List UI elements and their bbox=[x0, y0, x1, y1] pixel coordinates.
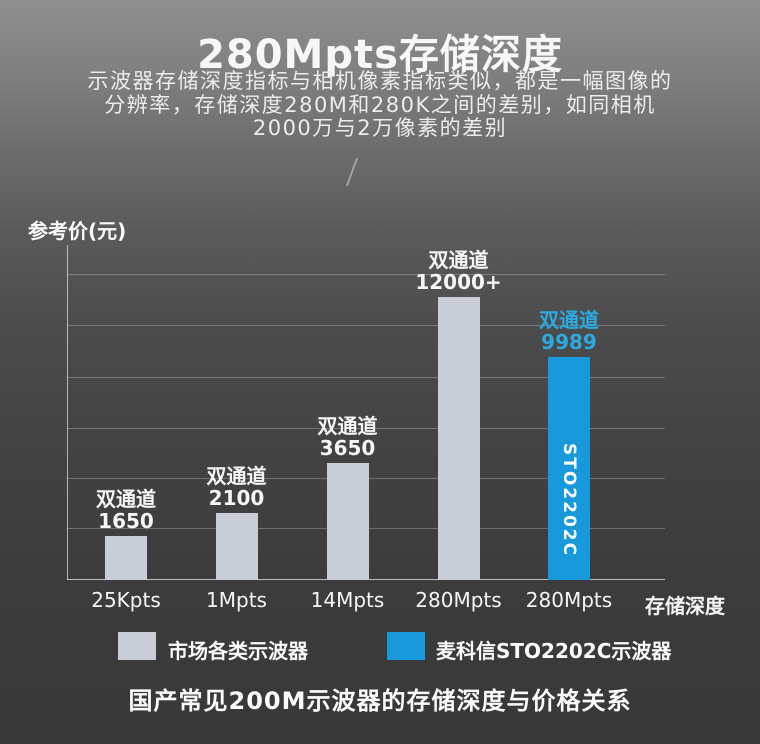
gridline bbox=[67, 274, 665, 275]
y-axis-line bbox=[67, 245, 68, 580]
page-title: 280Mpts存储深度 bbox=[197, 32, 563, 78]
x-tick-label: 280Mpts bbox=[415, 588, 502, 612]
chart-caption: 国产常见200M示波器的存储深度与价格关系 bbox=[128, 687, 632, 715]
gridline bbox=[67, 377, 665, 378]
bar-label-price: 9989 bbox=[541, 330, 597, 354]
bar-label-channels: 双通道 bbox=[206, 464, 267, 488]
bar-label-price: 2100 bbox=[208, 486, 265, 510]
y-axis-label: 参考价(元) bbox=[28, 219, 127, 243]
x-tick-label: 280Mpts bbox=[525, 588, 613, 612]
bar-label-channels: 双通道 bbox=[317, 414, 378, 438]
subtitle-line-1: 示波器存储深度指标与相机像素指标类似，都是一幅图像的 bbox=[87, 69, 673, 93]
bar-value-label: 双通道 9989 bbox=[499, 309, 639, 353]
legend-label-market: 市场各类示波器 bbox=[168, 639, 308, 663]
bar-value-label: 双通道 2100 bbox=[167, 465, 307, 509]
bar-label-channels: 双通道 bbox=[539, 308, 599, 332]
bar-label-price: 12000+ bbox=[415, 270, 502, 294]
bar-label-price: 1650 bbox=[98, 509, 154, 533]
x-axis-title: 存储深度 bbox=[645, 594, 725, 618]
bar-value-label: 双通道 12000+ bbox=[389, 249, 529, 293]
x-tick-label: 14Mpts bbox=[310, 588, 385, 612]
bar-280Mpts-5 bbox=[548, 357, 590, 580]
bar-1Mpts-2 bbox=[215, 513, 258, 580]
bar-label-channels: 双通道 bbox=[96, 487, 156, 511]
bar-280Mpts-4 bbox=[437, 297, 480, 580]
bar-14Mpts-3 bbox=[326, 463, 369, 580]
bar-label-channels: 双通道 bbox=[428, 248, 489, 272]
gridline bbox=[67, 325, 665, 326]
subtitle-line-2: 分辨率，存储深度280M和280K之间的差别，如同相机 bbox=[104, 92, 656, 117]
bar-label-price: 3650 bbox=[319, 436, 376, 460]
legend-swatch-market bbox=[118, 632, 156, 660]
bar-value-label: 双通道 3650 bbox=[278, 415, 418, 459]
subtitle-line-3: 2000万与2万像素的差别 bbox=[252, 116, 508, 140]
highlight-bar-model-text: STO2202C bbox=[559, 442, 579, 558]
x-tick-label: 1Mpts bbox=[206, 588, 267, 612]
legend-label-micsig: 麦科信STO2202C示波器 bbox=[436, 639, 672, 663]
gridline bbox=[67, 428, 665, 429]
legend-swatch-micsig bbox=[387, 632, 425, 660]
x-tick-label: 25Kpts bbox=[91, 588, 161, 612]
bar-value-label: 双通道 1650 bbox=[56, 488, 196, 532]
page-subtitle: 示波器存储深度指标与相机像素指标类似，都是一幅图像的 分辨率，存储深度280M和… bbox=[0, 69, 760, 141]
bar-25Kpts-1 bbox=[105, 536, 147, 580]
